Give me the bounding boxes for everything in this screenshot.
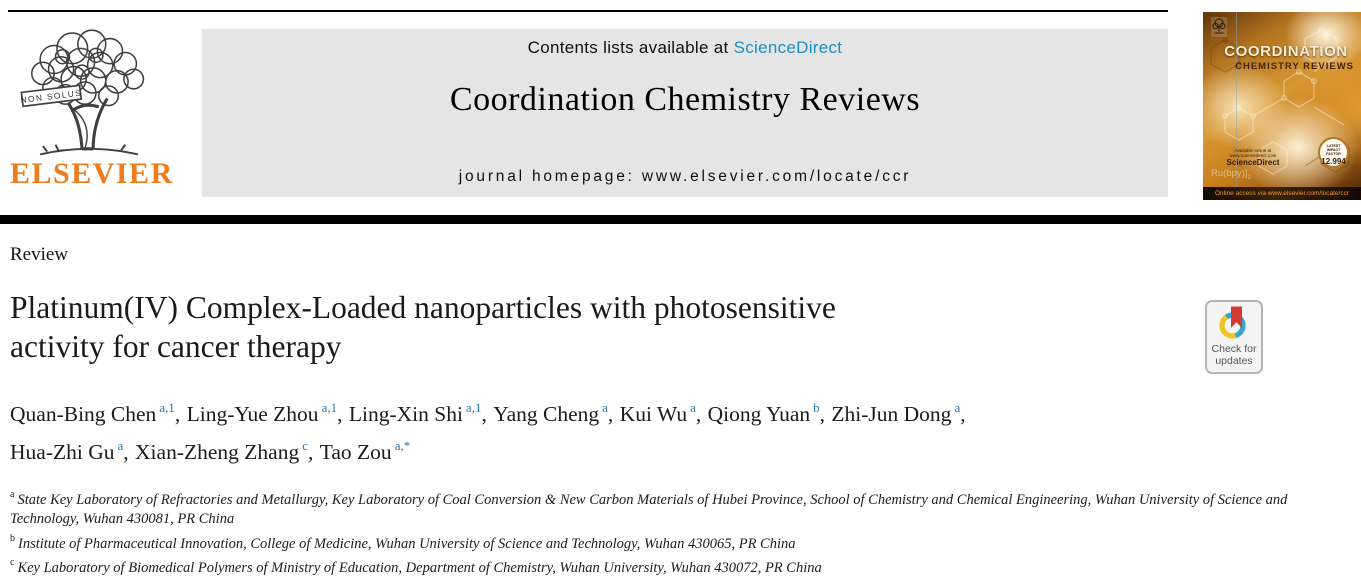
affiliation-item: a State Key Laboratory of Refractories an… [10, 486, 1292, 530]
affiliation-item: c Key Laboratory of Biomedical Polymers o… [10, 554, 1292, 578]
article-title-line1: Platinum(IV) Complex-Loaded nanoparticle… [10, 290, 836, 325]
author: Qiong Yuan b, [707, 400, 832, 427]
author: Xian-Zheng Zhang c, [135, 437, 320, 464]
author-separator: , [481, 402, 493, 427]
author-affiliation-sup: a [690, 400, 696, 415]
journal-title: Coordination Chemistry Reviews [449, 81, 921, 118]
contents-text: Contents lists available at [527, 38, 734, 57]
author-separator: , [308, 439, 319, 464]
author-name: Quan-Bing Chen [10, 402, 157, 427]
author-affiliation-sup: a,* [394, 437, 411, 453]
affiliation-marker: c [10, 557, 15, 569]
elsevier-tree-icon: NON SOLUS [20, 29, 145, 156]
author-separator: , [960, 402, 966, 427]
affiliation-text: Key Laboratory of Biomedical Polymers of… [17, 559, 822, 576]
cover-online-access-strip: Online access via www.elsevier.com/locat… [1203, 187, 1361, 200]
authors-line-1: Quan-Bing Chen a,1, Ling-Yue Zhou a,1, Lin… [10, 393, 967, 431]
author-name: Yang Cheng [493, 402, 600, 427]
author-separator: , [607, 402, 619, 427]
article-title: Platinum(IV) Complex-Loaded nanoparticle… [10, 288, 836, 366]
cover-spine-line [1236, 12, 1237, 200]
molecule-graphics [1210, 27, 1350, 175]
author-affiliation-sup: a [954, 400, 961, 415]
check-for-updates-icon [1219, 306, 1246, 339]
cover-title-line1: COORDINATION [1224, 43, 1348, 60]
author-affiliation-sup: b [813, 400, 820, 415]
author: Kui Wu a, [619, 400, 708, 427]
author-name: Tao Zou [319, 439, 392, 464]
contents-line: Contents lists available at ScienceDirec… [202, 38, 1168, 58]
check-for-updates-badge[interactable]: Check for updates [1205, 300, 1263, 374]
author-name: Xian-Zheng Zhang [135, 439, 300, 464]
journal-homepage-line: journal homepage: www.elsevier.com/locat… [202, 168, 1168, 186]
author-separator: , [337, 402, 348, 427]
section-divider-rule [0, 215, 1361, 224]
affiliation-list: a State Key Laboratory of Refractories an… [10, 486, 1292, 578]
affiliation-text: Institute of Pharmaceutical Innovation, … [18, 535, 796, 552]
affiliation-marker: a [10, 489, 15, 500]
author: Hua-Zhi Gu a, [10, 437, 135, 464]
author-separator: , [819, 402, 831, 427]
impact-factor-value: 12.994 [1321, 156, 1346, 166]
journal-banner: Contents lists available at ScienceDirec… [202, 29, 1168, 197]
author: Yang Cheng a, [493, 400, 619, 427]
cover-sciencedirect-block: Available online at www.sciencedirect.co… [1217, 148, 1289, 167]
article-type-label: Review [10, 244, 69, 265]
impact-factor-badge: LATEST IMPACT FACTOR 12.994 [1318, 137, 1349, 168]
elsevier-wordmark: ELSEVIER [10, 157, 174, 190]
author: Ling-Xin Shi a,1, [348, 400, 493, 427]
author: Quan-Bing Chen a,1, [10, 400, 187, 427]
authors-line-2: Hua-Zhi Gu a, Xian-Zheng Zhang c, Tao Zou a… [10, 431, 967, 469]
cover-available-online-text: Available online at www.sciencedirect.co… [1229, 148, 1277, 158]
journal-cover[interactable]: COORDINATION CHEMISTRY REVIEWS Available… [1203, 12, 1361, 200]
author-affiliation-sup: a [602, 400, 608, 415]
elsevier-logo[interactable]: NON SOLUS ELSEVIER [10, 26, 180, 202]
cover-title-block: COORDINATION CHEMISTRY REVIEWS [1215, 43, 1357, 72]
check-for-updates-text: Check for updates [1211, 343, 1257, 367]
author-list: Quan-Bing Chen a,1, Ling-Yue Zhou a,1, Lin… [10, 393, 967, 468]
author: Zhi-Jun Dong a, [831, 400, 966, 427]
author-separator: , [695, 402, 707, 427]
author-affiliation-sup: a [117, 437, 124, 453]
author-affiliation-sup: a,1 [159, 400, 175, 415]
author-affiliation-sup: a,1 [465, 400, 482, 415]
author-name: Ling-Yue Zhou [186, 402, 319, 427]
author-name: Zhi-Jun Dong [831, 402, 952, 427]
affiliation-item: b Institute of Pharmaceutical Innovation,… [10, 530, 1292, 554]
author-name: Ling-Xin Shi [348, 402, 463, 427]
author: Ling-Yue Zhou a,1, [186, 400, 349, 427]
cover-molecule-label: Ru(bpy)]2 [1211, 168, 1252, 181]
author-name: Kui Wu [619, 402, 688, 427]
cover-title-line2: CHEMISTRY REVIEWS [1235, 61, 1354, 72]
author-name: Hua-Zhi Gu [10, 439, 115, 464]
affiliation-text: State Key Laboratory of Refractories and… [10, 491, 1288, 528]
affiliation-marker: b [10, 532, 15, 544]
cover-elsevier-mini-logo [1211, 17, 1227, 37]
cover-sciencedirect-label: ScienceDirect [1226, 158, 1280, 167]
author: Tao Zou a,* [319, 437, 411, 464]
homepage-label: journal homepage: [458, 168, 642, 185]
article-title-line2: activity for cancer therapy [10, 329, 342, 364]
top-rule [8, 10, 1168, 12]
author-separator: , [123, 439, 135, 464]
homepage-url-link[interactable]: www.elsevier.com/locate/ccr [641, 168, 912, 185]
author-affiliation-sup: c [302, 437, 308, 453]
author-name: Qiong Yuan [707, 402, 811, 427]
author-affiliation-sup: a,1 [321, 400, 338, 415]
author-separator: , [174, 402, 186, 427]
impact-factor-label: LATEST IMPACT FACTOR [1326, 143, 1341, 156]
sciencedirect-link[interactable]: ScienceDirect [733, 38, 843, 57]
